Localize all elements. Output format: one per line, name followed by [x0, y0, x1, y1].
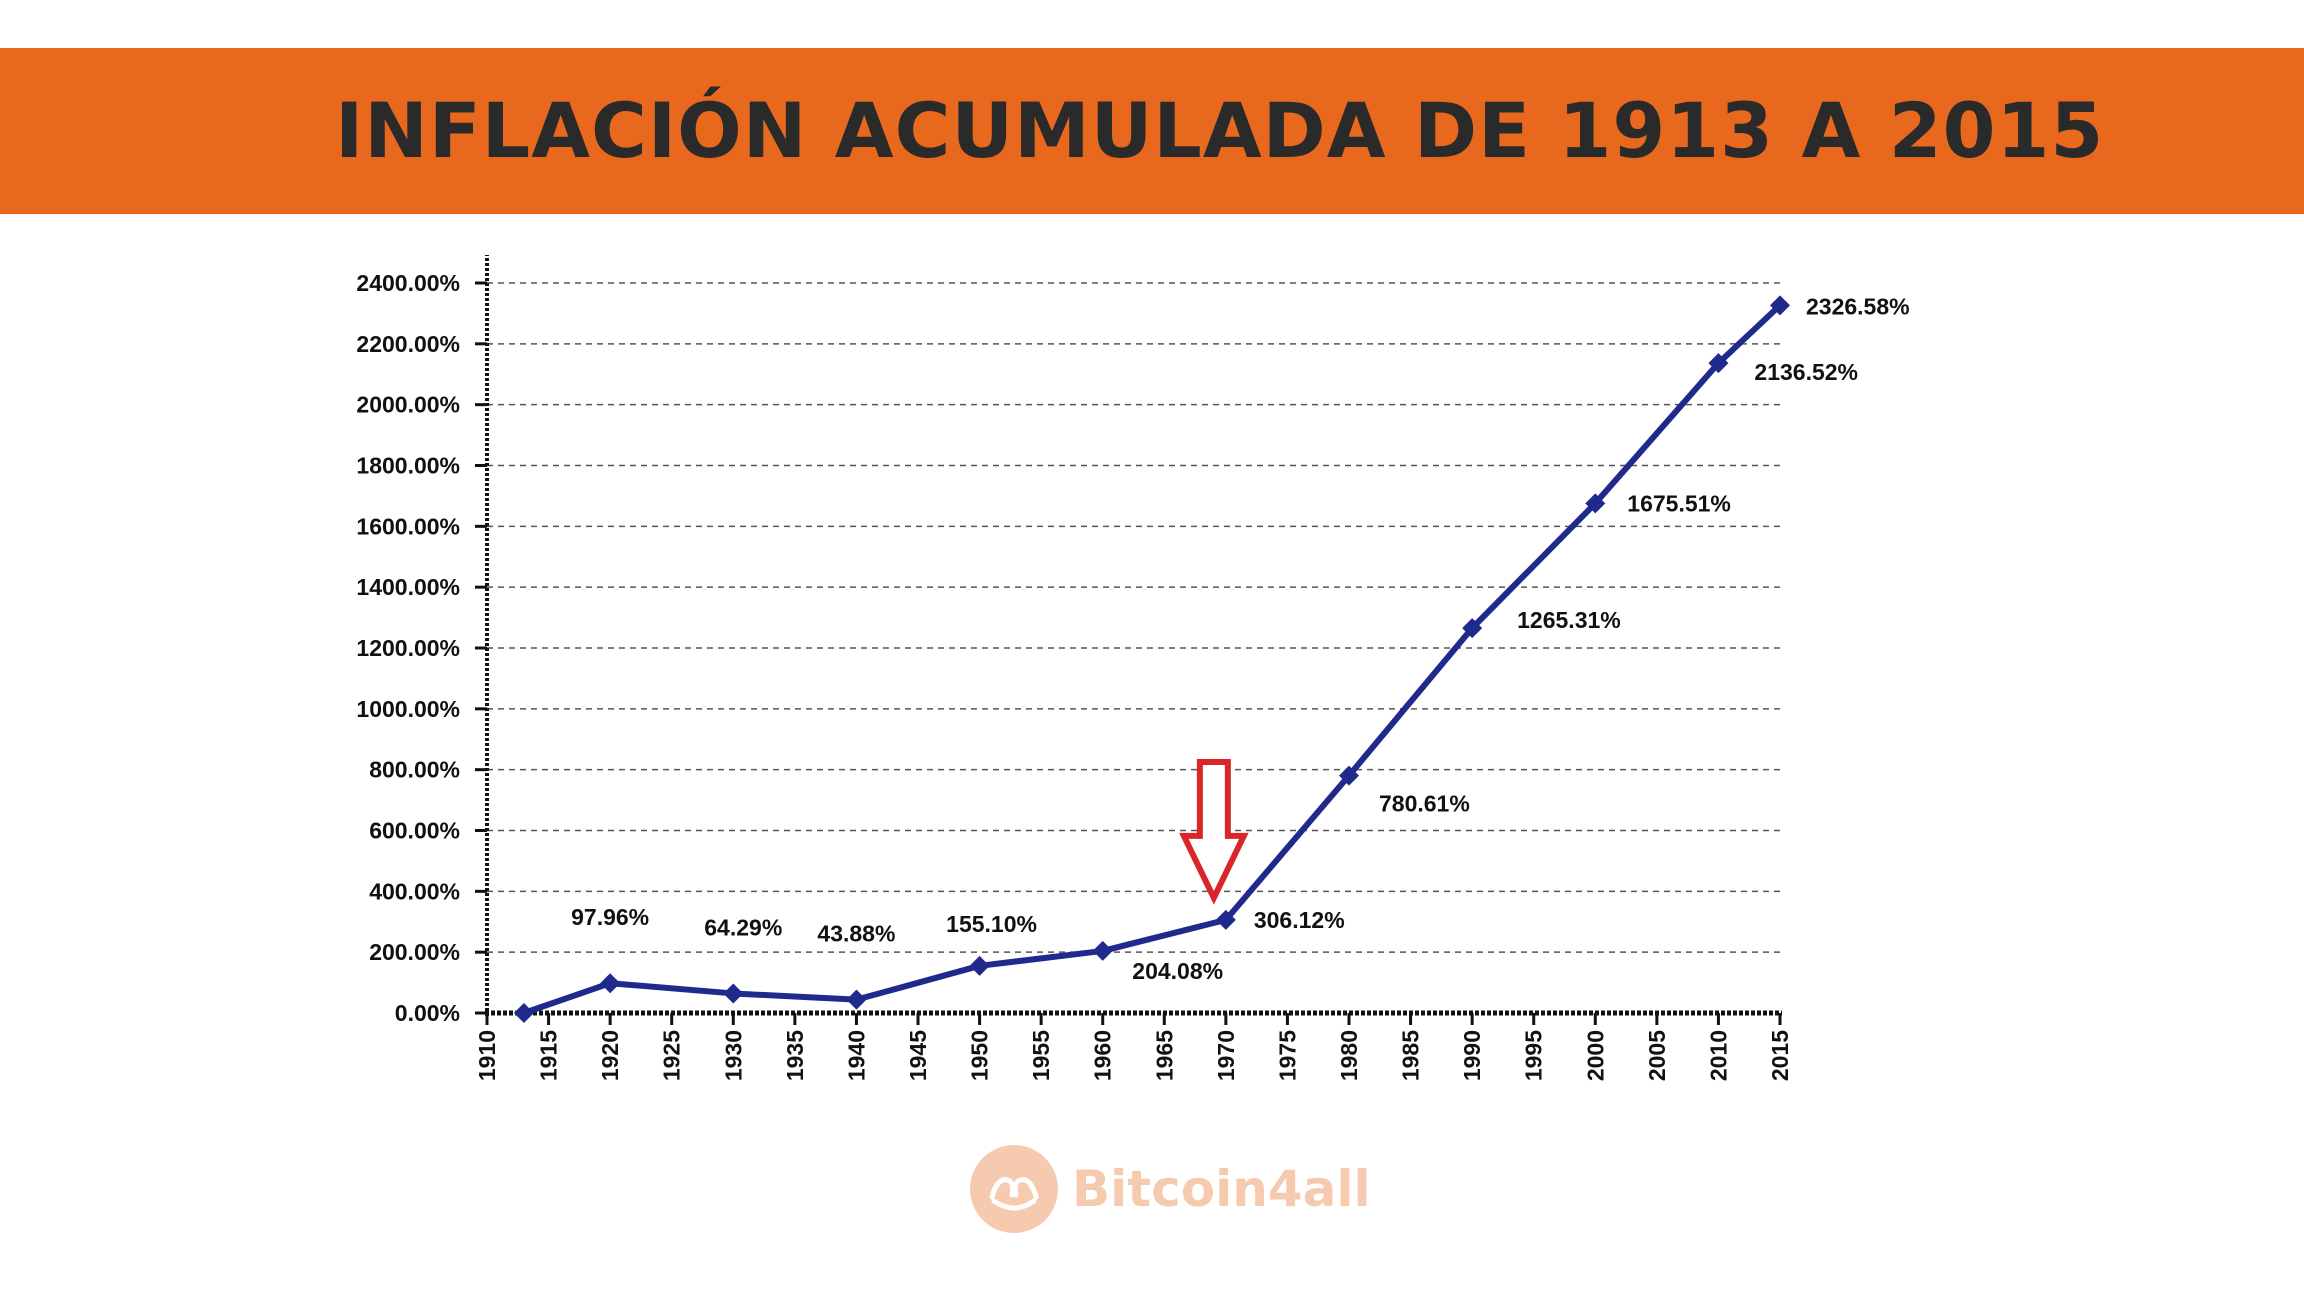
x-tick-label: 1995 [1521, 1030, 1547, 1081]
data-point-marker [1339, 765, 1359, 786]
data-point-marker [1215, 909, 1236, 930]
y-tick-label: 1200.00% [356, 635, 460, 661]
data-point-marker [1092, 940, 1113, 961]
down-arrow-icon [1179, 759, 1249, 905]
data-label: 2326.58% [1806, 293, 1910, 319]
data-label: 97.96% [571, 904, 649, 930]
x-tick-label: 1985 [1398, 1030, 1424, 1081]
watermark: Bitcoin4all [970, 1145, 1371, 1235]
x-tick-label: 1925 [659, 1030, 685, 1081]
x-tick-label: 1970 [1213, 1030, 1239, 1081]
hands-icon [970, 1145, 1058, 1233]
data-point-marker [969, 955, 990, 976]
x-tick-label: 1955 [1028, 1030, 1054, 1081]
data-label: 2136.52% [1754, 359, 1858, 385]
data-point-marker [1708, 353, 1729, 374]
x-tick-label: 2015 [1767, 1030, 1793, 1081]
data-point-marker [600, 973, 621, 994]
data-label: 1265.31% [1517, 607, 1621, 633]
x-tick-label: 1980 [1336, 1030, 1362, 1081]
data-point-marker [1770, 295, 1790, 316]
x-tick-label: 1930 [720, 1030, 746, 1081]
x-tick-label: 1915 [536, 1030, 562, 1081]
y-tick-label: 600.00% [369, 818, 460, 844]
title-banner: INFLACIÓN ACUMULADA DE 1913 A 2015 [0, 48, 2304, 214]
y-tick-label: 2000.00% [356, 392, 460, 418]
data-label: 43.88% [817, 921, 895, 947]
data-label: 306.12% [1254, 907, 1345, 933]
y-tick-label: 1400.00% [356, 574, 460, 600]
y-tick-label: 1000.00% [356, 696, 460, 722]
y-tick-label: 800.00% [369, 757, 460, 783]
y-tick-label: 1800.00% [356, 453, 460, 479]
data-label: 204.08% [1132, 958, 1223, 984]
x-tick-label: 1975 [1274, 1030, 1300, 1081]
x-tick-label: 1945 [905, 1030, 931, 1081]
y-tick-label: 200.00% [369, 939, 460, 965]
x-tick-label: 2000 [1582, 1030, 1608, 1081]
x-tick-label: 2005 [1644, 1030, 1670, 1081]
data-point-marker [846, 989, 867, 1010]
y-tick-label: 0.00% [395, 1000, 460, 1026]
y-tick-label: 2400.00% [356, 270, 460, 296]
x-tick-label: 1960 [1090, 1030, 1116, 1081]
x-tick-label: 2010 [1705, 1030, 1731, 1081]
data-label: 1675.51% [1627, 490, 1731, 516]
x-tick-label: 1965 [1151, 1030, 1177, 1081]
y-tick-label: 2200.00% [356, 331, 460, 357]
x-tick-label: 1990 [1459, 1030, 1485, 1081]
data-label: 155.10% [946, 911, 1037, 937]
x-tick-label: 1940 [843, 1030, 869, 1081]
page-title: INFLACIÓN ACUMULADA DE 1913 A 2015 [335, 86, 2105, 175]
watermark-text: Bitcoin4all [1072, 1160, 1371, 1218]
data-point-marker [1462, 618, 1483, 639]
data-point-marker [513, 1003, 534, 1023]
y-tick-label: 1600.00% [356, 513, 460, 539]
x-tick-label: 1910 [474, 1030, 500, 1081]
x-tick-label: 1935 [782, 1030, 808, 1081]
series-line [522, 303, 1783, 1016]
y-tick-label: 400.00% [369, 878, 460, 904]
data-point-marker [723, 983, 744, 1004]
data-label: 780.61% [1379, 791, 1470, 817]
x-tick-label: 1920 [597, 1030, 623, 1081]
x-tick-label: 1950 [967, 1030, 993, 1081]
data-label: 64.29% [704, 914, 782, 940]
data-point-marker [1585, 493, 1606, 514]
